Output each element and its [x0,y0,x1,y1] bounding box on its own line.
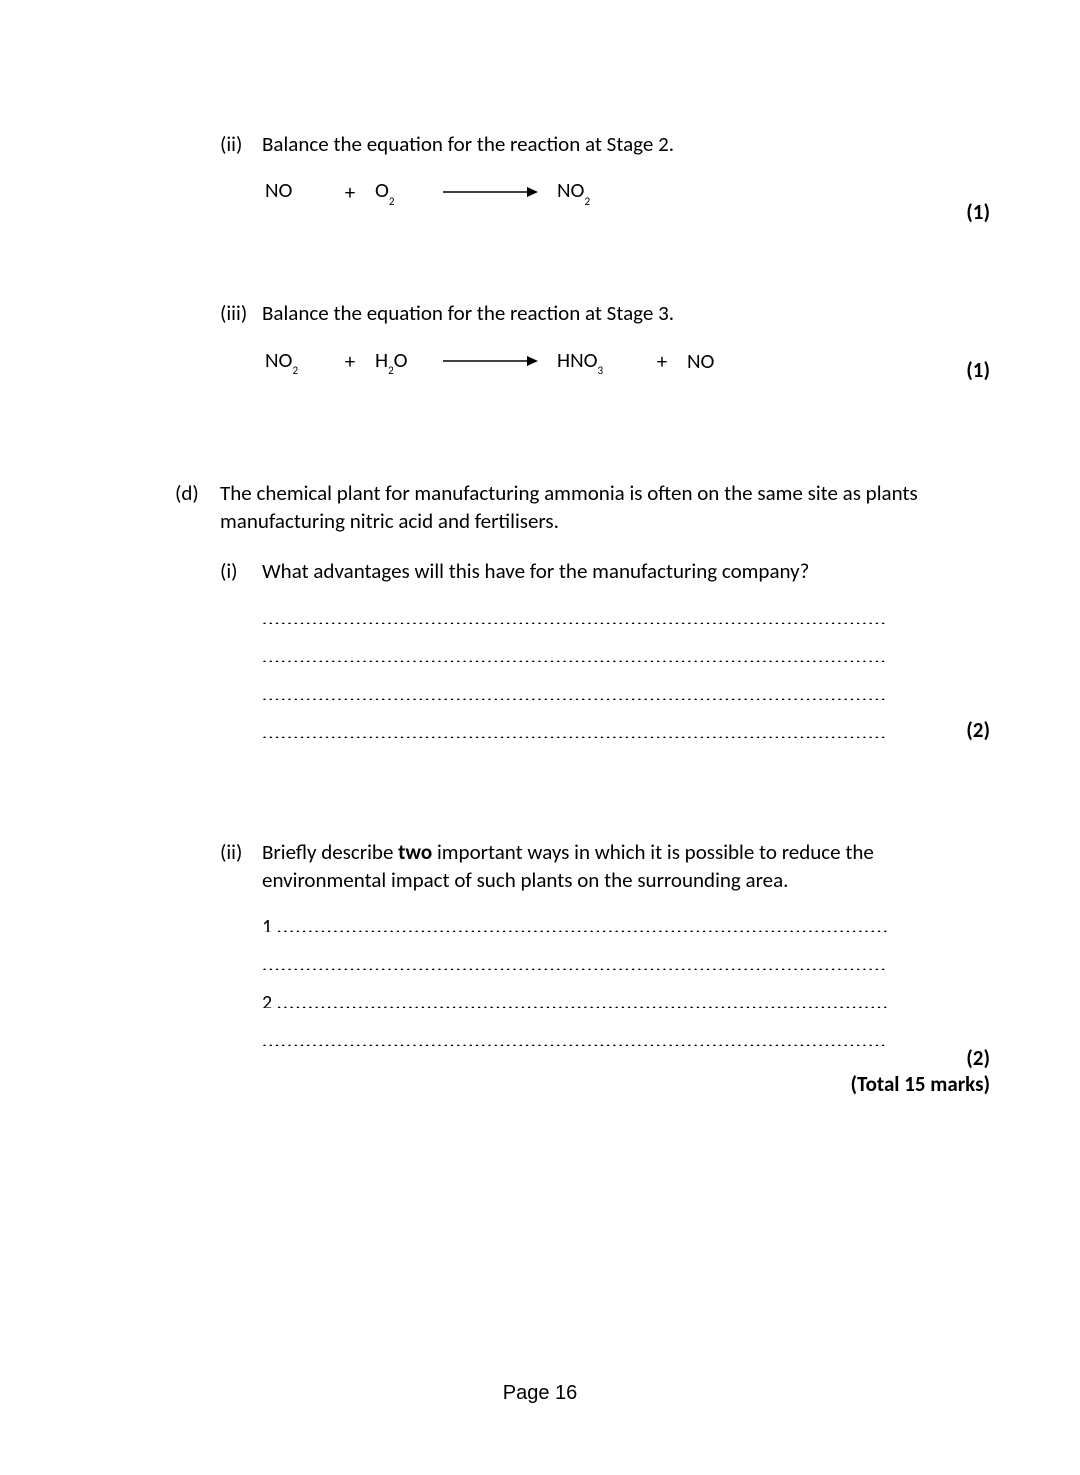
answer-line: ........................................… [262,952,887,970]
sub-label-iii: (iii) [220,299,262,327]
equation-stage2: NO + O2 NO2 [265,176,990,207]
plus-icon: + [637,347,687,375]
chem-NO: NO [265,176,325,207]
answer-lines-d-i: ........................................… [262,606,887,738]
answer-line: ........................................… [262,720,887,738]
marks-iii: (1) [966,356,990,384]
sub-label-d-ii: (ii) [220,838,262,866]
sub-label-ii: (ii) [220,130,262,158]
question-c-ii: (ii) Balance the equation for the reacti… [220,130,990,158]
chem-HNO3: HNO3 [545,346,637,377]
chem-NO2-b: NO2 [265,346,325,377]
equation-stage3: NO2 + H2O HNO3 + NO [265,346,990,377]
question-text-d: The chemical plant for manufacturing amm… [220,479,965,536]
chem-H2O: H2O [375,346,435,377]
chem-NO-c: NO [687,347,747,375]
answer-line: ........................................… [262,606,887,624]
reaction-arrow-icon [435,347,545,375]
question-text-iii: Balance the equation for the reaction at… [262,299,990,327]
total-marks: (Total 15 marks) [850,1070,990,1098]
answer-line: ........................................… [262,644,887,662]
answer-lines-d-ii: 1 ......................................… [262,914,887,1046]
main-label-d: (d) [175,479,220,507]
answer-line-2: 2 ......................................… [262,990,887,1008]
marks-d-ii: (2) [966,1044,990,1072]
sub-label-d-i: (i) [220,557,262,585]
marks-ii: (1) [966,198,990,226]
question-d: (d) The chemical plant for manufacturing… [175,479,990,536]
question-text-ii: Balance the equation for the reaction at… [262,130,990,158]
reaction-arrow-icon [435,178,545,206]
question-text-d-ii: Briefly describe two important ways in w… [262,838,942,895]
plus-icon: + [325,347,375,375]
page-number: Page 16 [0,1380,1080,1407]
answer-line: ........................................… [262,682,887,700]
marks-d-i: (2) [966,716,990,744]
question-d-i: (i) What advantages will this have for t… [220,557,990,585]
plus-icon: + [325,178,375,206]
chem-O2: O2 [375,176,435,207]
exam-page: (ii) Balance the equation for the reacti… [0,0,1080,1475]
question-d-ii: (ii) Briefly describe two important ways… [220,838,990,895]
answer-line-1: 1 ......................................… [262,914,887,932]
question-c-iii: (iii) Balance the equation for the react… [220,299,990,327]
answer-line: ........................................… [262,1028,887,1046]
chem-NO2: NO2 [545,176,627,207]
question-text-d-i: What advantages will this have for the m… [262,557,990,585]
